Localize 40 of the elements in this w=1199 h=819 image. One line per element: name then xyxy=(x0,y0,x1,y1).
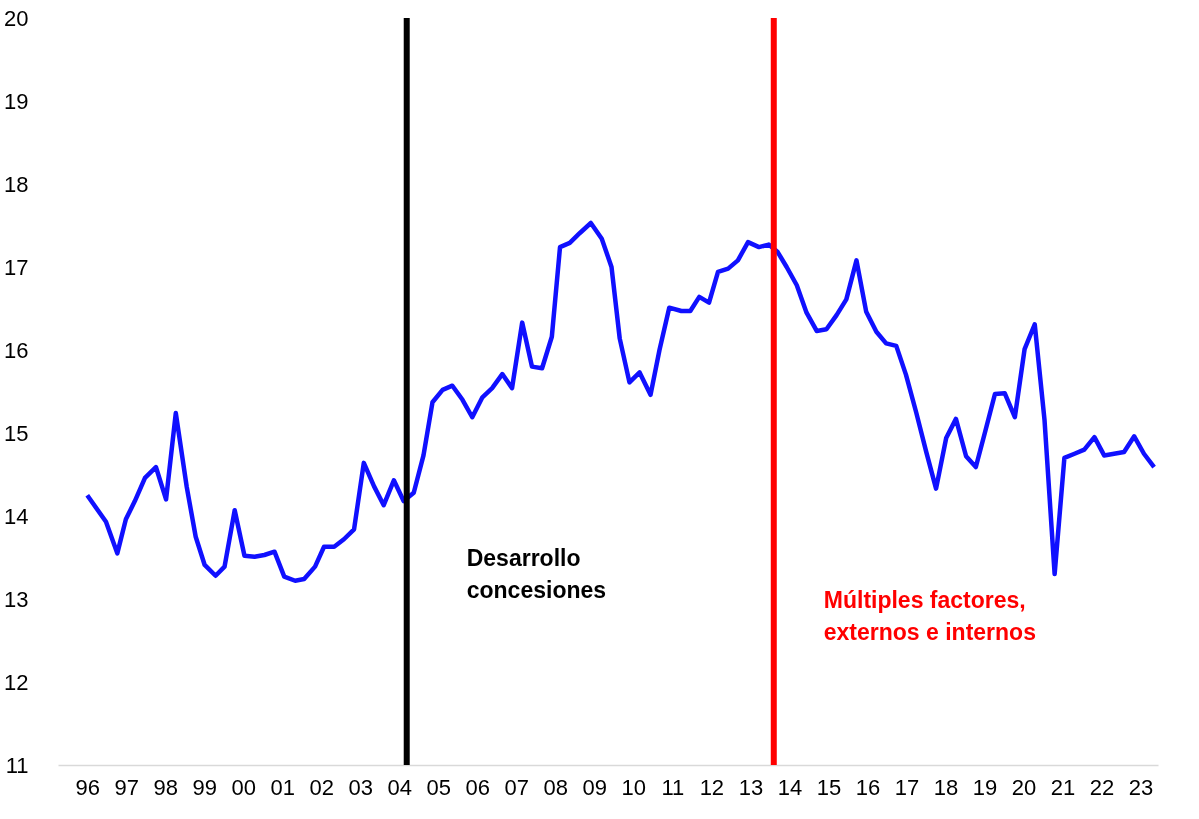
y-tick-label: 15 xyxy=(4,420,29,446)
y-tick-label: 19 xyxy=(4,88,29,114)
y-tick-label: 12 xyxy=(4,669,29,695)
x-tick-label: 14 xyxy=(777,774,803,800)
x-tick-label: 23 xyxy=(1128,774,1154,800)
x-tick-label: 22 xyxy=(1089,774,1115,800)
y-tick-label: 11 xyxy=(5,752,29,778)
x-tick-label: 04 xyxy=(387,774,413,800)
y-tick-label: 14 xyxy=(4,503,29,529)
ref-line-label: Desarrollo concesiones xyxy=(466,545,607,603)
x-tick-label: 13 xyxy=(738,774,764,800)
x-tick-label: 15 xyxy=(816,774,842,800)
x-tick-label: 09 xyxy=(582,774,608,800)
x-tick-label: 19 xyxy=(972,774,998,800)
y-tick-label: 13 xyxy=(4,586,29,612)
x-tick-label: 16 xyxy=(855,774,881,800)
x-tick-label: 96 xyxy=(75,774,100,800)
x-tick-label: 05 xyxy=(426,774,452,800)
x-tick-label: 10 xyxy=(621,774,647,800)
x-tick-label: 00 xyxy=(231,774,257,800)
x-tick-label: 06 xyxy=(465,774,491,800)
x-tick-label: 98 xyxy=(153,774,179,800)
ref-line-label: Múltiples factores, externos e internos xyxy=(823,587,1036,645)
x-tick-label: 08 xyxy=(543,774,569,800)
y-tick-label: 20 xyxy=(4,5,29,31)
x-tick-label: 99 xyxy=(192,774,218,800)
y-tick-label: 17 xyxy=(4,254,29,280)
x-tick-label: 07 xyxy=(504,774,530,800)
x-tick-label: 11 xyxy=(661,774,685,800)
x-tick-label: 02 xyxy=(309,774,335,800)
x-tick-label: 17 xyxy=(894,774,920,800)
x-tick-label: 20 xyxy=(1011,774,1037,800)
y-tick-label: 18 xyxy=(4,171,29,197)
x-tick-label: 03 xyxy=(348,774,374,800)
x-tick-label: 21 xyxy=(1050,774,1076,800)
x-tick-label: 01 xyxy=(270,774,296,800)
x-tick-label: 97 xyxy=(114,774,139,800)
x-tick-label: 12 xyxy=(699,774,725,800)
y-tick-label: 16 xyxy=(4,337,29,363)
x-tick-label: 18 xyxy=(933,774,959,800)
